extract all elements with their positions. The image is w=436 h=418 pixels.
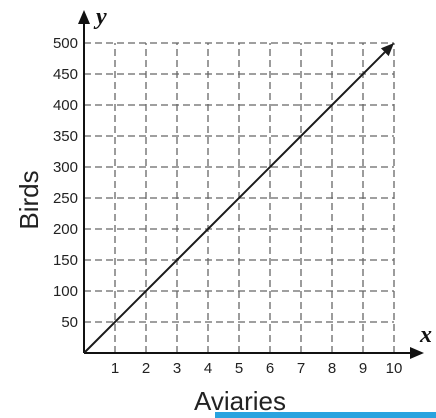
y-axis-title: Birds bbox=[14, 170, 44, 229]
y-tick-label: 200 bbox=[53, 221, 78, 238]
x-axis-arrowhead bbox=[410, 347, 424, 359]
x-tick-label: 6 bbox=[266, 360, 274, 377]
axes bbox=[78, 10, 424, 359]
y-tick-label: 450 bbox=[53, 66, 78, 83]
y-tick-label: 150 bbox=[53, 252, 78, 269]
x-tick-label: 3 bbox=[173, 360, 181, 377]
y-axis-arrowhead bbox=[78, 10, 90, 24]
x-tick-label: 7 bbox=[297, 360, 305, 377]
y-tick-label: 400 bbox=[53, 97, 78, 114]
y-tick-label: 50 bbox=[61, 314, 78, 331]
grid bbox=[84, 42, 395, 353]
x-tick-label: 4 bbox=[204, 360, 212, 377]
x-tick-label: 2 bbox=[142, 360, 150, 377]
y-tick-label: 300 bbox=[53, 159, 78, 176]
x-tick-label: 8 bbox=[328, 360, 336, 377]
series bbox=[83, 43, 394, 354]
y-tick-label: 250 bbox=[53, 190, 78, 207]
y-tick-label: 350 bbox=[53, 128, 78, 145]
y-tick-label: 500 bbox=[53, 35, 78, 52]
y-axis-variable: y bbox=[93, 4, 107, 30]
bottom-bar bbox=[215, 412, 436, 418]
y-tick-label: 100 bbox=[53, 283, 78, 300]
x-axis-variable: x bbox=[419, 322, 432, 348]
x-tick-label: 10 bbox=[386, 360, 403, 377]
series-line bbox=[83, 51, 386, 354]
x-tick-label: 9 bbox=[359, 360, 367, 377]
x-tick-label: 1 bbox=[111, 360, 119, 377]
tick-labels: 1 2 3 4 5 6 7 8 9 10 50 100 150 200 250 300 350 400 450 500 bbox=[53, 35, 402, 377]
x-axis-title: Aviaries bbox=[194, 386, 286, 416]
x-tick-label: 5 bbox=[235, 360, 243, 377]
series-arrowhead bbox=[380, 43, 394, 57]
